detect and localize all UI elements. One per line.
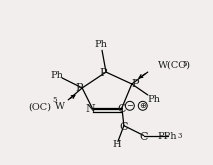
Text: C: C	[140, 132, 148, 142]
Text: ⊕: ⊕	[139, 101, 146, 110]
Text: 5: 5	[52, 96, 57, 104]
Text: W: W	[55, 102, 65, 111]
Text: 3: 3	[177, 132, 182, 140]
Text: H: H	[113, 140, 121, 149]
Text: N: N	[85, 104, 95, 114]
Text: C: C	[120, 122, 128, 132]
Text: (OC): (OC)	[29, 102, 52, 111]
Text: C: C	[118, 104, 126, 114]
Text: 5: 5	[183, 60, 187, 68]
Text: Ph: Ph	[147, 95, 160, 104]
Text: P: P	[131, 79, 139, 89]
Text: W(CO): W(CO)	[158, 61, 191, 70]
Text: P: P	[75, 83, 83, 93]
Text: Ph: Ph	[95, 40, 108, 49]
Text: Ph: Ph	[51, 71, 64, 80]
Text: PPh: PPh	[158, 132, 177, 141]
Text: −: −	[126, 101, 133, 110]
Text: P: P	[99, 68, 107, 78]
